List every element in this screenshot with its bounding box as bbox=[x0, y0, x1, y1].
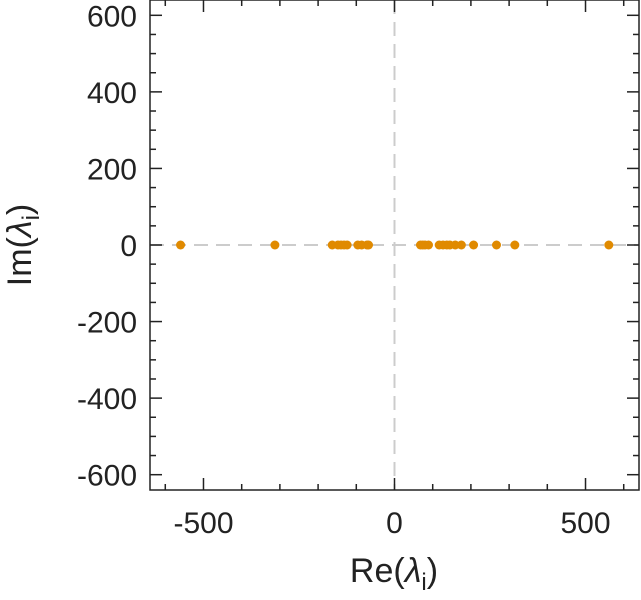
plot-frame bbox=[149, 0, 640, 491]
tick-labels: -500 0 500 -600 -400 -200 0 200 400 600 bbox=[77, 0, 611, 540]
data-point bbox=[510, 240, 520, 250]
y-tick-label: 200 bbox=[87, 153, 137, 186]
data-point bbox=[492, 240, 502, 250]
y-tick-label: -600 bbox=[77, 460, 137, 493]
data-point bbox=[176, 240, 186, 250]
data-point bbox=[424, 240, 434, 250]
data-point bbox=[456, 240, 466, 250]
data-point bbox=[364, 240, 374, 250]
y-tick-label: 600 bbox=[87, 0, 137, 33]
y-tick-label: -400 bbox=[77, 383, 137, 416]
axis-ticks bbox=[150, 0, 639, 490]
zero-reference-lines bbox=[150, 0, 639, 490]
data-point bbox=[604, 240, 614, 250]
data-point bbox=[270, 240, 280, 250]
x-axis-label: Re(λi) bbox=[350, 552, 438, 596]
y-tick-label: -200 bbox=[77, 307, 137, 340]
y-tick-label: 400 bbox=[87, 77, 137, 110]
x-tick-label: 0 bbox=[386, 507, 403, 540]
data-point bbox=[342, 240, 352, 250]
y-tick-label: 0 bbox=[120, 230, 137, 263]
x-tick-label: -500 bbox=[173, 507, 233, 540]
data-point bbox=[469, 240, 479, 250]
y-axis-label: Im(λi) bbox=[1, 204, 45, 287]
data-points bbox=[176, 240, 614, 250]
x-tick-label: 500 bbox=[560, 507, 610, 540]
